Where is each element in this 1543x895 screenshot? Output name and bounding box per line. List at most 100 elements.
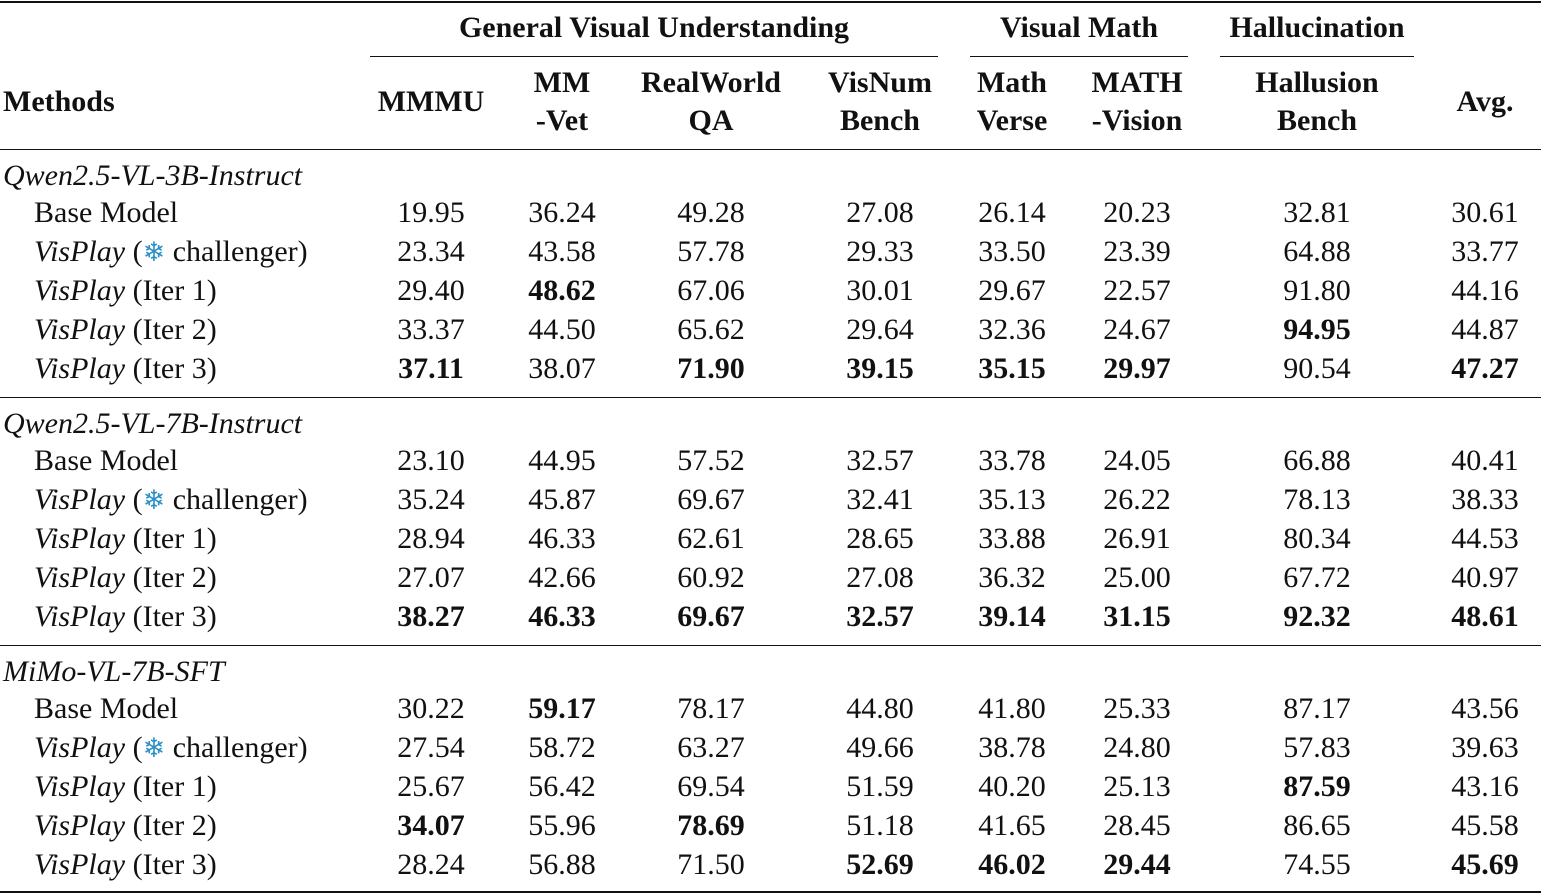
value-cell: 78.13 [1283, 483, 1351, 516]
value-cell: 41.65 [978, 809, 1046, 842]
value-cell: 45.69 [1451, 848, 1519, 881]
value-cell: 28.94 [397, 522, 465, 555]
method-name: VisPlay [34, 522, 126, 555]
value-cell: 26.22 [1103, 483, 1171, 516]
value-cell: 69.67 [677, 483, 745, 516]
value-cell: 29.33 [846, 235, 914, 268]
column-header-line1: Math [976, 66, 1047, 99]
column-header-3: RealWorld QA [641, 64, 781, 140]
snowflake-icon: ❄ [142, 237, 166, 268]
column-header-7: Hallusion Bench [1255, 64, 1378, 140]
value-cell: 33.88 [978, 522, 1046, 555]
value-cell: 57.52 [677, 444, 745, 477]
value-cell: 29.44 [1103, 848, 1171, 881]
value-cell: 87.59 [1283, 770, 1351, 803]
value-cell: 48.62 [528, 274, 596, 307]
value-cell: 63.27 [677, 731, 745, 764]
value-cell: 44.87 [1451, 313, 1519, 346]
method-suffix: (Iter 3) [125, 848, 217, 881]
value-cell: 52.69 [846, 848, 914, 881]
method-suffix: ( [125, 483, 143, 516]
value-cell: 56.88 [528, 848, 596, 881]
value-cell: 57.78 [677, 235, 745, 268]
value-cell: 40.97 [1451, 561, 1519, 594]
column-header-line1: VisNum [828, 66, 932, 99]
value-cell: 40.41 [1451, 444, 1519, 477]
value-cell: 51.18 [846, 809, 914, 842]
method-suffix: (Iter 2) [125, 313, 217, 346]
value-cell: 56.42 [528, 770, 596, 803]
method-name: VisPlay [34, 483, 126, 516]
value-cell: 32.57 [846, 444, 914, 477]
value-cell: 38.78 [978, 731, 1046, 764]
value-cell: 23.10 [397, 444, 465, 477]
column-header-line2: -Vet [535, 104, 589, 137]
group-rule-math [970, 56, 1188, 57]
method-suffix: Base Model [34, 692, 179, 725]
method-label: VisPlay (Iter 3) [34, 599, 217, 635]
value-cell: 31.15 [1103, 600, 1171, 633]
method-suffix: (Iter 2) [125, 561, 217, 594]
value-cell: 26.91 [1103, 522, 1171, 555]
bottom-rule [0, 891, 1541, 893]
value-cell: 35.24 [397, 483, 465, 516]
value-cell: 65.62 [677, 313, 745, 346]
section-title: Qwen2.5-VL-7B-Instruct [3, 407, 303, 440]
group-header-visual-math: Visual Math [999, 11, 1159, 44]
value-cell: 36.32 [978, 561, 1046, 594]
value-cell: 33.78 [978, 444, 1046, 477]
value-cell: 27.08 [846, 196, 914, 229]
method-label: VisPlay (Iter 1) [34, 769, 217, 805]
value-cell: 34.07 [397, 809, 465, 842]
method-label: VisPlay (❄ challenger) [34, 482, 308, 519]
value-cell: 32.57 [846, 600, 914, 633]
value-cell: 30.61 [1451, 196, 1519, 229]
method-label: VisPlay (Iter 1) [34, 521, 217, 557]
method-label: VisPlay (❄ challenger) [34, 730, 308, 767]
value-cell: 51.59 [846, 770, 914, 803]
value-cell: 35.13 [978, 483, 1046, 516]
value-cell: 29.40 [397, 274, 465, 307]
column-header-line1: Avg. [1456, 85, 1514, 118]
method-name: VisPlay [34, 600, 126, 633]
column-header-4: VisNum Bench [828, 64, 932, 140]
value-cell: 46.33 [528, 600, 596, 633]
column-header-line1: MMMU [377, 85, 485, 118]
value-cell: 90.54 [1283, 352, 1351, 385]
value-cell: 44.53 [1451, 522, 1519, 555]
method-after: challenger) [165, 731, 308, 764]
column-header-2: MM -Vet [534, 64, 591, 140]
section-rule-2 [0, 645, 1541, 646]
column-header-line1: MM [533, 66, 591, 99]
value-cell: 41.80 [978, 692, 1046, 725]
value-cell: 25.67 [397, 770, 465, 803]
value-cell: 78.69 [677, 809, 745, 842]
group-rule-general [370, 56, 938, 57]
value-cell: 27.07 [397, 561, 465, 594]
value-cell: 33.77 [1451, 235, 1519, 268]
group-rule-hallucination [1220, 56, 1414, 57]
value-cell: 45.58 [1451, 809, 1519, 842]
column-header-line2: Bench [1276, 104, 1358, 137]
value-cell: 24.05 [1103, 444, 1171, 477]
method-suffix: (Iter 3) [125, 600, 217, 633]
method-label: Base Model [34, 691, 178, 727]
method-name: VisPlay [34, 313, 126, 346]
value-cell: 67.72 [1283, 561, 1351, 594]
value-cell: 23.39 [1103, 235, 1171, 268]
value-cell: 94.95 [1283, 313, 1351, 346]
method-name: VisPlay [34, 731, 126, 764]
method-suffix: Base Model [34, 444, 179, 477]
value-cell: 25.33 [1103, 692, 1171, 725]
value-cell: 66.88 [1283, 444, 1351, 477]
value-cell: 39.63 [1451, 731, 1519, 764]
value-cell: 20.23 [1103, 196, 1171, 229]
value-cell: 46.02 [978, 848, 1046, 881]
snowflake-icon: ❄ [142, 733, 166, 764]
value-cell: 26.14 [978, 196, 1046, 229]
method-label: VisPlay (Iter 2) [34, 808, 217, 844]
method-name: VisPlay [34, 274, 126, 307]
value-cell: 46.33 [528, 522, 596, 555]
value-cell: 40.20 [978, 770, 1046, 803]
column-header-line1: Hallusion [1255, 66, 1379, 99]
